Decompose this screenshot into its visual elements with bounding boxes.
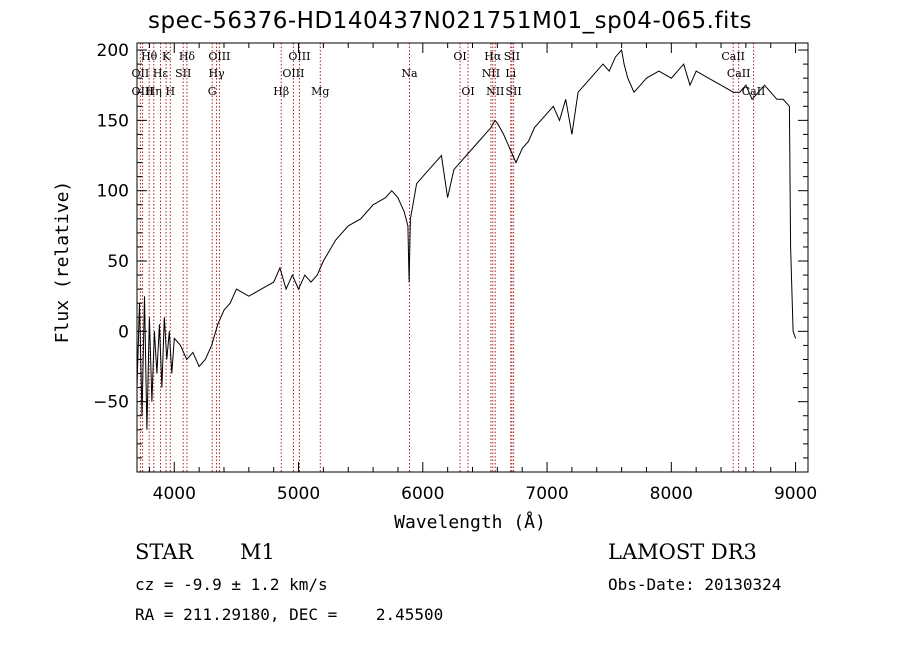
x-tick-label: 4000 bbox=[153, 484, 196, 504]
x-axis-ticks: 4000 5000 6000 7000 8000 9000 bbox=[148, 43, 817, 504]
x-axis-label: Wavelength (Å) bbox=[394, 511, 546, 533]
line-label: G bbox=[208, 85, 217, 98]
line-label: CaII bbox=[721, 50, 745, 63]
flux-line bbox=[136, 48, 797, 430]
line-label: SII bbox=[175, 67, 191, 80]
line-label: Mg bbox=[311, 85, 329, 98]
line-label: OI bbox=[461, 85, 474, 98]
object-subclass: M1 bbox=[240, 540, 275, 564]
y-tick-label: 200 bbox=[97, 41, 129, 61]
x-tick-label: 5000 bbox=[277, 484, 320, 504]
line-label: NII bbox=[482, 67, 500, 80]
line-label: NII bbox=[486, 85, 504, 98]
y-tick-label: 100 bbox=[97, 182, 129, 202]
line-label: OIII bbox=[288, 50, 310, 63]
line-label: SII bbox=[504, 50, 520, 63]
line-label: Na bbox=[401, 67, 418, 80]
y-tick-label: 50 bbox=[107, 252, 129, 272]
line-label: Hθ bbox=[141, 50, 158, 63]
survey-name: LAMOST DR3 bbox=[608, 540, 757, 564]
x-tick-label: 9000 bbox=[774, 484, 817, 504]
y-axis-label: Flux (relative) bbox=[52, 181, 73, 344]
line-label: OII bbox=[131, 67, 149, 80]
redshift-line: cz = -9.9 ± 1.2 km/s bbox=[135, 575, 328, 594]
object-class: STAR bbox=[135, 540, 194, 564]
y-tick-label: 150 bbox=[97, 111, 129, 131]
line-label: Li bbox=[505, 67, 516, 80]
line-label: OI bbox=[453, 50, 466, 63]
line-label: Hδ bbox=[179, 50, 196, 63]
line-label: Hα bbox=[484, 50, 502, 63]
line-label: OIII bbox=[282, 67, 304, 80]
line-label: Hη bbox=[146, 85, 162, 98]
x-tick-label: 7000 bbox=[525, 484, 568, 504]
x-tick-label: 6000 bbox=[401, 484, 444, 504]
emission-line-markers bbox=[139, 43, 755, 472]
line-label: CaII bbox=[742, 85, 766, 98]
chart-title: spec-56376-HD140437N021751M01_sp04-065.f… bbox=[148, 8, 752, 34]
line-label: Hγ bbox=[208, 67, 225, 80]
line-label: H bbox=[166, 85, 176, 98]
y-tick-label: −50 bbox=[93, 393, 129, 413]
x-tick-label: 8000 bbox=[650, 484, 693, 504]
y-tick-label: 0 bbox=[118, 322, 129, 342]
line-label: CaII bbox=[727, 67, 751, 80]
line-label: SII bbox=[506, 85, 522, 98]
y-axis-ticks: −50 0 50 100 150 200 bbox=[93, 41, 808, 459]
line-label: Hβ bbox=[273, 85, 289, 98]
plot-frame bbox=[136, 42, 809, 473]
line-label: Hε bbox=[153, 67, 169, 80]
obs-date: Obs-Date: 20130324 bbox=[608, 575, 782, 594]
coordinates: RA = 211.29180, DEC = 2.45500 bbox=[135, 605, 444, 624]
line-label: K bbox=[162, 50, 171, 63]
line-label: OIII bbox=[208, 50, 230, 63]
